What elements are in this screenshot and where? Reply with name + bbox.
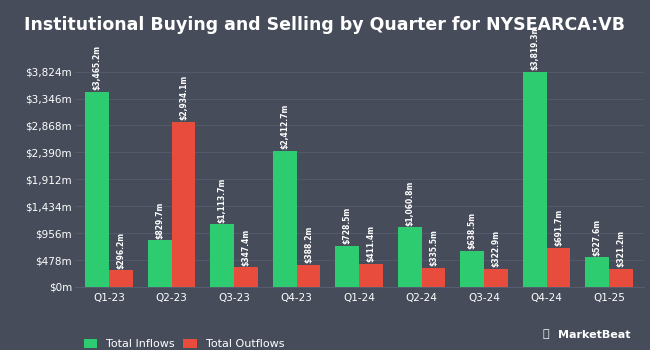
Text: $322.9m: $322.9m (491, 230, 500, 267)
Text: 〜: 〜 (543, 329, 549, 340)
Bar (359, 264, 383, 287)
Bar (172, 122, 196, 287)
Bar (609, 269, 633, 287)
Bar (273, 151, 296, 287)
Text: $728.5m: $728.5m (343, 207, 352, 244)
Text: $3,819.3m: $3,819.3m (530, 25, 540, 70)
Bar (234, 267, 258, 287)
Bar (523, 72, 547, 287)
Legend: Total Inflows, Total Outflows: Total Inflows, Total Outflows (81, 335, 287, 350)
Text: $2,412.7m: $2,412.7m (280, 104, 289, 149)
Text: $1,060.8m: $1,060.8m (405, 180, 414, 225)
Bar (85, 92, 109, 287)
Text: $829.7m: $829.7m (155, 201, 164, 239)
Text: $347.4m: $347.4m (242, 229, 250, 266)
Text: $296.2m: $296.2m (116, 231, 125, 269)
Bar (586, 257, 609, 287)
Text: $321.2m: $321.2m (616, 230, 625, 267)
Bar (109, 270, 133, 287)
Bar (335, 246, 359, 287)
Text: $411.4m: $411.4m (367, 225, 376, 262)
Bar (460, 251, 484, 287)
Text: Institutional Buying and Selling by Quarter for NYSEARCA:VB: Institutional Buying and Selling by Quar… (25, 16, 625, 34)
Text: $388.2m: $388.2m (304, 226, 313, 264)
Text: $335.5m: $335.5m (429, 230, 438, 266)
Text: $527.6m: $527.6m (593, 218, 602, 256)
Bar (422, 268, 445, 287)
Bar (547, 248, 571, 287)
Bar (398, 227, 422, 287)
Text: $691.7m: $691.7m (554, 209, 563, 246)
Bar (211, 224, 234, 287)
Text: MarketBeat: MarketBeat (558, 329, 630, 340)
Bar (296, 265, 320, 287)
Bar (148, 240, 172, 287)
Text: $638.5m: $638.5m (468, 212, 476, 249)
Text: $1,113.7m: $1,113.7m (218, 177, 227, 223)
Text: $3,465.2m: $3,465.2m (93, 45, 102, 90)
Bar (484, 269, 508, 287)
Text: $2,934.1m: $2,934.1m (179, 75, 188, 120)
